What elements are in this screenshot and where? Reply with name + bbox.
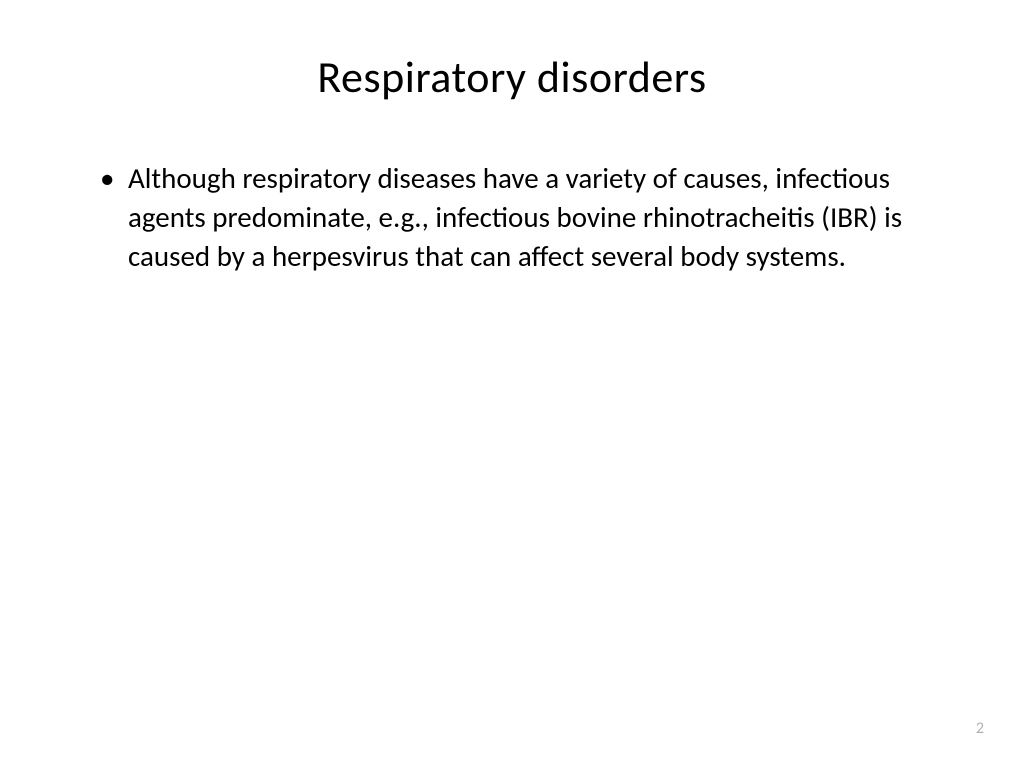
content-area: Although respiratory diseases have a var… xyxy=(70,159,954,728)
bullet-list: Although respiratory diseases have a var… xyxy=(70,159,954,276)
page-number: 2 xyxy=(976,719,984,738)
slide-title: Respiratory disorders xyxy=(70,50,954,104)
bullet-item: Although respiratory diseases have a var… xyxy=(100,159,954,276)
slide-container: Respiratory disorders Although respirato… xyxy=(0,0,1024,768)
